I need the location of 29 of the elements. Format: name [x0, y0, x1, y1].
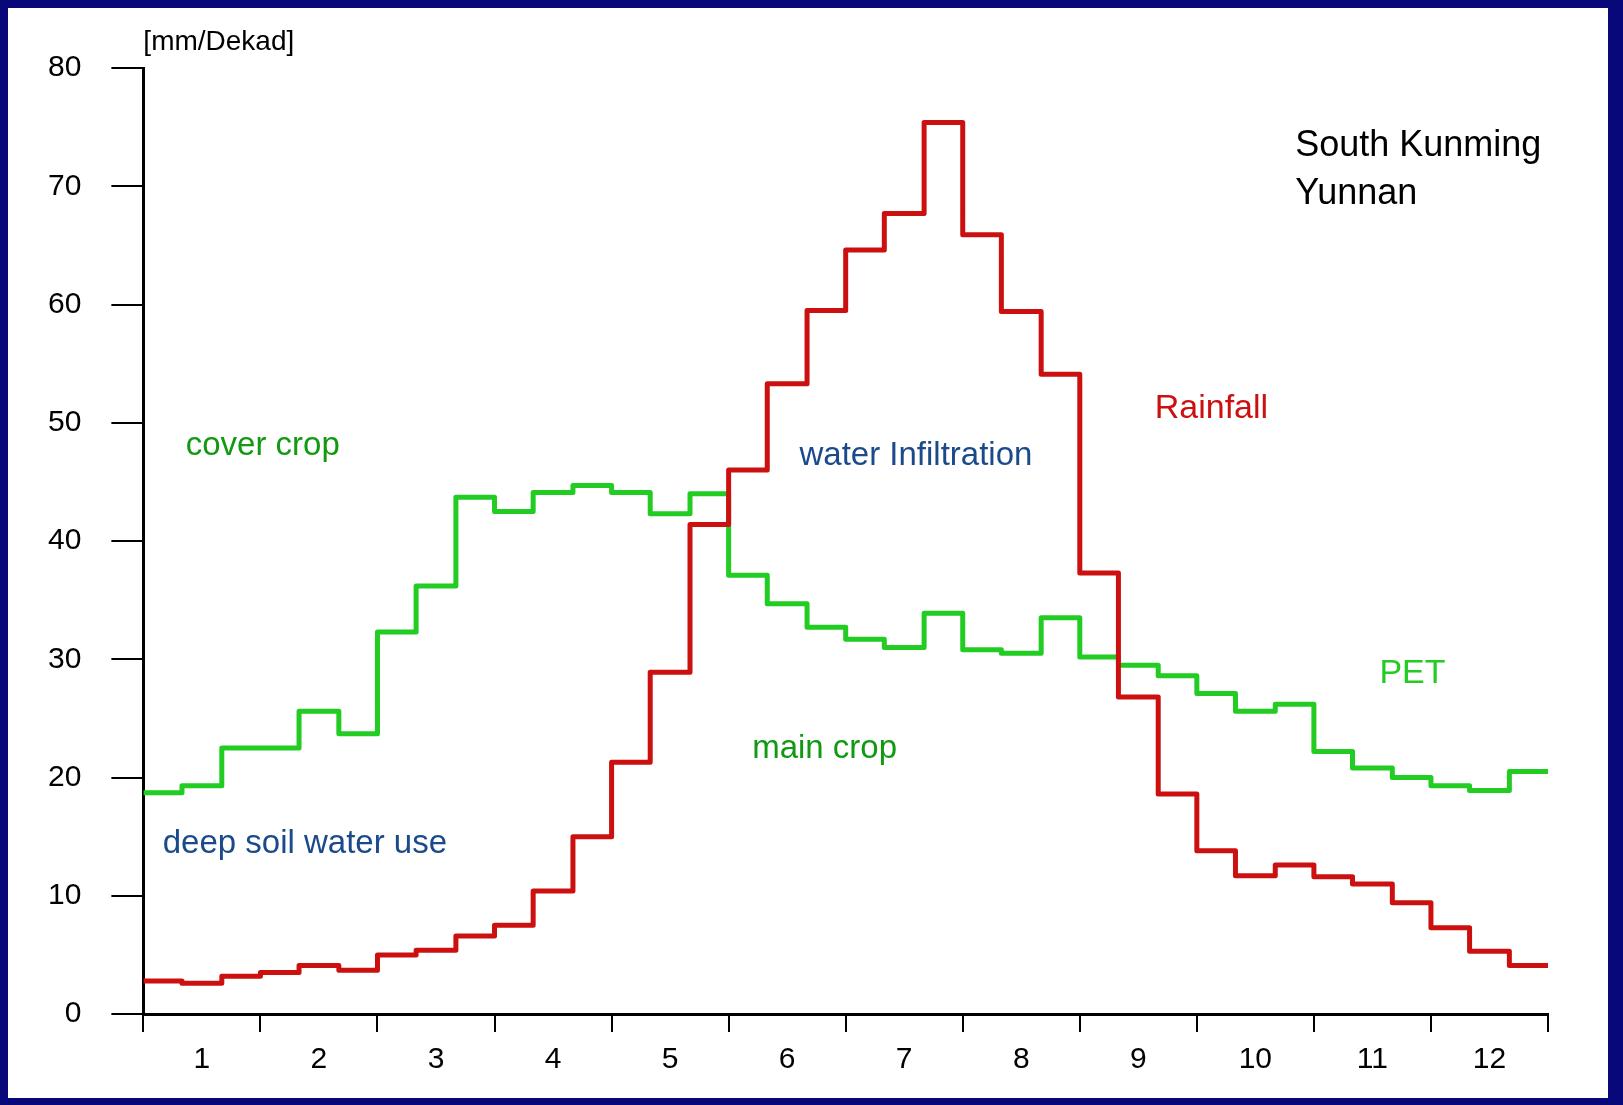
x-tick-label: 4 — [544, 1041, 562, 1075]
annotation: main crop — [752, 728, 898, 766]
y-axis-title: [mm/Dekad] — [143, 24, 295, 56]
x-tick-label: 11 — [1356, 1041, 1388, 1075]
text: Rainfall — [1154, 386, 1269, 425]
annotation: water Infiltration — [798, 434, 1033, 472]
x-tick-label: 6 — [778, 1041, 796, 1075]
x-tick-label: 3 — [427, 1041, 445, 1075]
x-tick-label: 8 — [1012, 1041, 1030, 1075]
y-tick-label: 40 — [47, 522, 82, 556]
annotation: deep soil water use — [162, 822, 448, 860]
y-tick-label: 10 — [47, 877, 82, 911]
y-tick-label: 80 — [47, 49, 82, 83]
series-label: PET — [1379, 651, 1446, 690]
y-tick-label: 30 — [47, 640, 82, 674]
y-tick-label: 70 — [47, 167, 82, 201]
x-tick-label: 1 — [193, 1041, 211, 1075]
x-tick-label: 2 — [310, 1041, 328, 1075]
x-tick-label: 7 — [895, 1041, 913, 1075]
x-tick-label: 5 — [661, 1041, 679, 1075]
x-tick-label: 12 — [1472, 1041, 1507, 1075]
y-tick-label: 0 — [64, 995, 82, 1029]
y-tick-label: 20 — [47, 758, 82, 792]
text: South Kunming Yunnan — [1295, 122, 1542, 212]
y-tick-label: 50 — [47, 404, 82, 438]
annotation: cover crop — [185, 425, 340, 463]
y-tick-label: 60 — [47, 285, 82, 319]
x-tick-label: 9 — [1129, 1041, 1147, 1075]
x-tick-label: 10 — [1238, 1041, 1273, 1075]
